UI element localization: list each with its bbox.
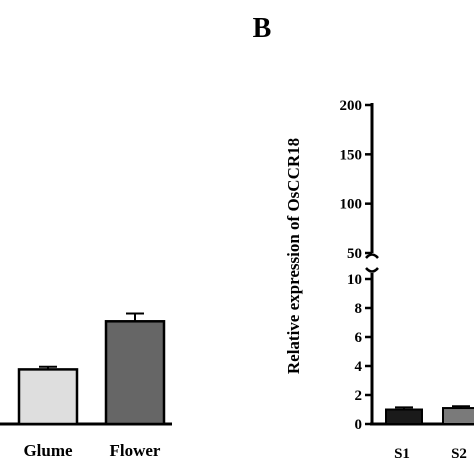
x-tick-label: S1 — [394, 446, 410, 462]
x-tick-label: Flower — [110, 441, 161, 460]
bar — [17, 368, 79, 426]
y-tick-label: 10 — [347, 272, 362, 288]
axis-break-mark — [365, 267, 379, 273]
x-tick-label: Glume — [23, 441, 73, 460]
y-tick-label: 6 — [355, 330, 363, 346]
y-tick-label: 200 — [340, 98, 363, 114]
y-tick-label: 0 — [355, 417, 363, 433]
bar — [385, 408, 423, 425]
bar — [442, 407, 474, 425]
bar — [104, 320, 166, 426]
y-tick-label: 4 — [355, 359, 363, 375]
y-tick-label: 100 — [340, 197, 363, 213]
panel-label: B — [253, 13, 272, 44]
axis-break-mark — [365, 253, 379, 259]
y-tick-label: 150 — [340, 147, 363, 163]
y-tick-label: 50 — [347, 246, 362, 262]
x-tick-label: S2 — [451, 446, 467, 462]
y-tick-label: 8 — [355, 301, 363, 317]
right-ticks: 0 2 4 6 8 10 50 100 150 200 — [340, 98, 372, 433]
left-chart: Glume Flower — [0, 312, 172, 460]
right-chart: Relative expression of OsCCR18 0 2 4 6 8 10 50… — [284, 98, 474, 462]
y-tick-label: 2 — [355, 388, 363, 404]
y-axis-label: Relative expression of OsCCR18 — [284, 138, 303, 374]
right-bars — [385, 405, 474, 425]
left-bars — [17, 312, 166, 426]
